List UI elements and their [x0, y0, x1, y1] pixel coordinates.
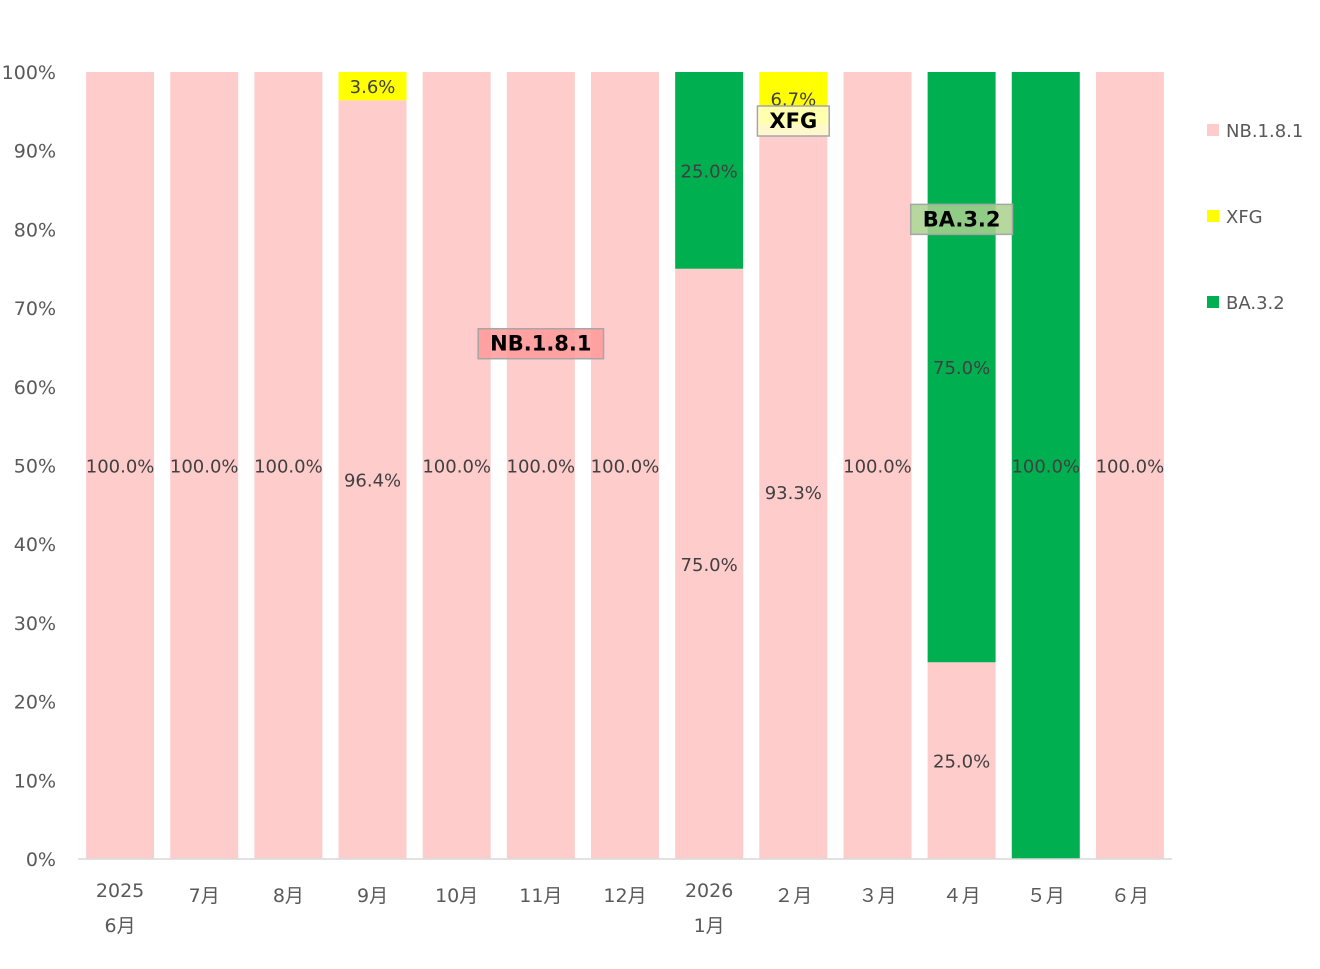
bar-segment	[1011, 72, 1080, 859]
data-label: 75.0%	[933, 358, 990, 379]
legend-item: BA.3.2	[1207, 293, 1285, 314]
legend-swatch	[1207, 210, 1219, 222]
bar-segment	[1095, 72, 1164, 859]
data-label: 25.0%	[933, 752, 990, 773]
bar-segment	[843, 72, 912, 859]
callouts: NB.1.8.1 XFG BA.3.2	[477, 105, 1014, 360]
data-label: 100.0%	[422, 457, 491, 478]
callout-box	[756, 105, 830, 137]
y-tick-label: 50%	[14, 456, 56, 478]
x-tick-label: ６月	[1111, 885, 1149, 907]
legend-item: XFG	[1207, 207, 1263, 228]
legend-item: NB.1.8.1	[1207, 121, 1303, 142]
bar-segment	[170, 72, 239, 859]
data-label: 100.0%	[591, 457, 660, 478]
callout-box	[477, 327, 605, 360]
legend-swatch	[1207, 124, 1219, 136]
bar-segment	[338, 100, 407, 859]
y-tick-label: 30%	[14, 613, 56, 635]
x-tick-label: ２月	[774, 885, 812, 907]
callout-label: BA.3.2	[923, 207, 1001, 231]
data-label: 100.0%	[170, 457, 239, 478]
x-axis: 2025 6月 7月 8月 9月 10月 11月 12月 2026 1月 ２月 ３月 ４月 ５月 ６月	[96, 880, 1149, 937]
bar-segment	[927, 72, 996, 663]
data-label: 93.3%	[765, 483, 822, 504]
data-label: 100.0%	[1011, 457, 1080, 478]
bar-segment	[86, 72, 155, 859]
x-tick-label: 10月	[435, 885, 478, 907]
x-tick-label: ５月	[1027, 885, 1065, 907]
series-callout: XFG	[756, 105, 830, 137]
legend-label: BA.3.2	[1226, 293, 1285, 314]
data-label: 100.0%	[843, 457, 912, 478]
bar-segment	[506, 72, 575, 859]
y-axis: 0% 10% 20% 30% 40% 50% 60% 70% 80% 90% 100%	[2, 62, 56, 871]
bar-segment	[759, 124, 828, 859]
y-tick-label: 10%	[14, 770, 56, 792]
legend: NB.1.8.1 XFG BA.3.2	[1207, 121, 1303, 314]
data-label: 100.0%	[1096, 457, 1165, 478]
series-callout: BA.3.2	[909, 203, 1014, 236]
x-tick-label: 8月	[273, 885, 304, 907]
bar-segment	[254, 72, 323, 859]
bars	[86, 72, 1164, 859]
x-tick-label: ４月	[943, 885, 981, 907]
x-tick-label: 11月	[519, 885, 562, 907]
y-tick-label: 60%	[14, 377, 56, 399]
bar-segment	[927, 662, 996, 859]
bar-segment	[422, 72, 491, 859]
legend-label: NB.1.8.1	[1226, 121, 1303, 142]
y-tick-label: 90%	[14, 141, 56, 163]
bar-segment	[675, 72, 744, 269]
callout-label: NB.1.8.1	[490, 332, 591, 356]
y-tick-label: 70%	[14, 298, 56, 320]
series-callout: NB.1.8.1	[477, 327, 605, 360]
data-label: 25.0%	[681, 161, 738, 182]
legend-swatch	[1207, 296, 1219, 308]
callout-label: XFG	[769, 109, 817, 133]
data-label: 100.0%	[86, 457, 155, 478]
legend-label: XFG	[1226, 207, 1263, 228]
data-label: 75.0%	[681, 555, 738, 576]
x-tick-label: ３月	[858, 885, 896, 907]
y-tick-label: 20%	[14, 692, 56, 714]
x-tick-label: 12月	[603, 885, 646, 907]
callout-box	[909, 203, 1014, 236]
bar-segment	[338, 72, 407, 101]
data-labels: 100.0% 100.0% 100.0% 96.4% 3.6% 100.0% 100.0% 1…	[86, 77, 1164, 772]
bar-segment	[591, 72, 659, 859]
y-tick-label: 100%	[2, 62, 56, 84]
x-tick-label: 7月	[189, 885, 220, 907]
data-label: 6.7%	[770, 89, 816, 110]
y-tick-label: 0%	[26, 849, 56, 871]
x-tick-label: 2026 1月	[685, 880, 733, 937]
data-label: 100.0%	[507, 457, 576, 478]
y-tick-label: 40%	[14, 534, 56, 556]
data-label: 96.4%	[344, 471, 401, 492]
data-label: 100.0%	[254, 457, 323, 478]
y-tick-label: 80%	[14, 219, 56, 241]
data-label: 3.6%	[350, 77, 396, 98]
x-tick-label: 2025 6月	[96, 880, 144, 937]
x-tick-label: 9月	[357, 885, 388, 907]
bar-segment	[675, 268, 744, 859]
